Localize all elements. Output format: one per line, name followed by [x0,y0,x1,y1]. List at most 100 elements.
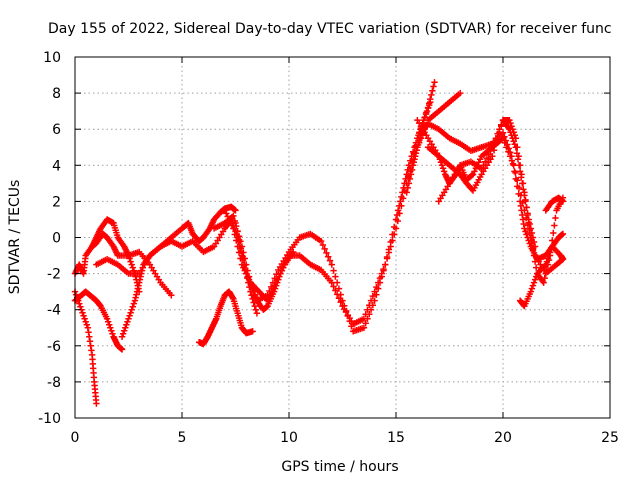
data-point [527,234,535,241]
interp-point [362,320,369,327]
interp-point [505,148,512,155]
interp-point [439,165,447,172]
interp-point [511,132,518,139]
interp-point [385,246,393,253]
data-point [118,333,126,340]
interp-point [512,169,519,177]
interp-point [231,217,238,225]
interp-point [81,315,88,322]
interp-point [515,184,523,192]
interp-point [481,158,489,165]
interp-point [520,186,527,193]
interp-point [128,306,135,313]
interp-point [532,264,540,271]
data-point [427,98,434,106]
data-point [478,165,485,173]
x-tick-label: 5 [178,430,187,446]
interp-point [503,144,510,151]
data-point [403,189,410,196]
interp-point [122,324,129,331]
data-point [559,198,567,205]
interp-point [508,157,516,164]
interp-point [341,302,348,309]
interp-point [129,303,136,310]
interp-point [128,261,135,268]
series-track-17 [542,194,567,214]
interp-point [325,253,332,260]
interp-point [428,91,435,99]
interp-point [421,113,429,121]
interp-point [519,180,527,187]
series-track-10 [210,212,297,304]
interp-point [424,104,432,112]
data-point [125,315,132,322]
data-point [392,216,400,223]
interp-point [82,318,89,325]
interp-point [547,246,555,253]
y-tick-label: 2 [52,194,61,210]
interp-point [80,312,87,319]
series-track-9 [232,98,434,335]
data-point [559,230,567,238]
interp-point [245,273,253,280]
interp-point [378,273,385,280]
y-tick-label: -4 [47,303,61,319]
interp-point [348,323,355,330]
data-point [317,237,325,245]
y-tick-label: 0 [52,231,61,247]
y-tick-label: 4 [52,158,61,174]
x-tick-label: 25 [601,430,619,446]
interp-point [496,126,503,133]
interp-point [127,258,134,265]
interp-point [552,214,559,222]
interp-point [252,306,260,313]
interp-point [501,139,508,146]
data-point [382,261,389,268]
interp-point [337,291,344,298]
interp-point [130,300,138,307]
interp-point [438,162,446,169]
interp-point [387,238,394,246]
interp-point [119,330,127,337]
data-point [290,248,297,256]
interp-point [440,168,448,175]
interp-point [529,246,537,253]
data-point [489,144,496,151]
interp-point [126,312,133,319]
data-point [360,324,368,331]
interp-point [335,285,343,292]
data-point [510,162,517,169]
data-point [435,153,442,160]
interp-point [523,231,530,238]
interp-point [123,321,130,328]
interp-point [389,231,396,238]
interp-point [528,240,536,247]
interp-point [437,159,445,166]
data-point [232,207,239,214]
interp-point [522,196,529,204]
x-axis-label: GPS time / hours [281,459,398,475]
interp-point [129,264,136,271]
interp-point [76,300,83,307]
interp-point [393,211,401,219]
interp-point [526,226,533,234]
interp-point [518,171,525,178]
interp-point [507,119,514,127]
interp-point [468,172,476,179]
interp-point [364,315,371,322]
interp-point [487,147,494,155]
x-tick-label: 0 [71,430,80,446]
interp-point [517,192,525,199]
interp-point [406,175,414,183]
interp-point [394,207,402,214]
interp-point [332,273,339,280]
series-track-7 [195,288,256,348]
interp-point [376,279,384,286]
interp-point [251,292,259,300]
y-tick-label: -2 [47,267,61,283]
interp-point [330,267,337,274]
y-tick-label: 6 [52,122,61,138]
data-point [125,252,132,259]
interp-point [83,321,90,328]
